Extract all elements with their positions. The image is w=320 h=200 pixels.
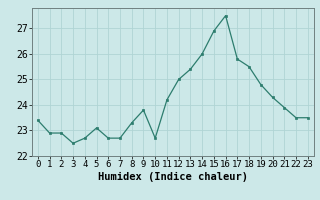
X-axis label: Humidex (Indice chaleur): Humidex (Indice chaleur) [98, 172, 248, 182]
